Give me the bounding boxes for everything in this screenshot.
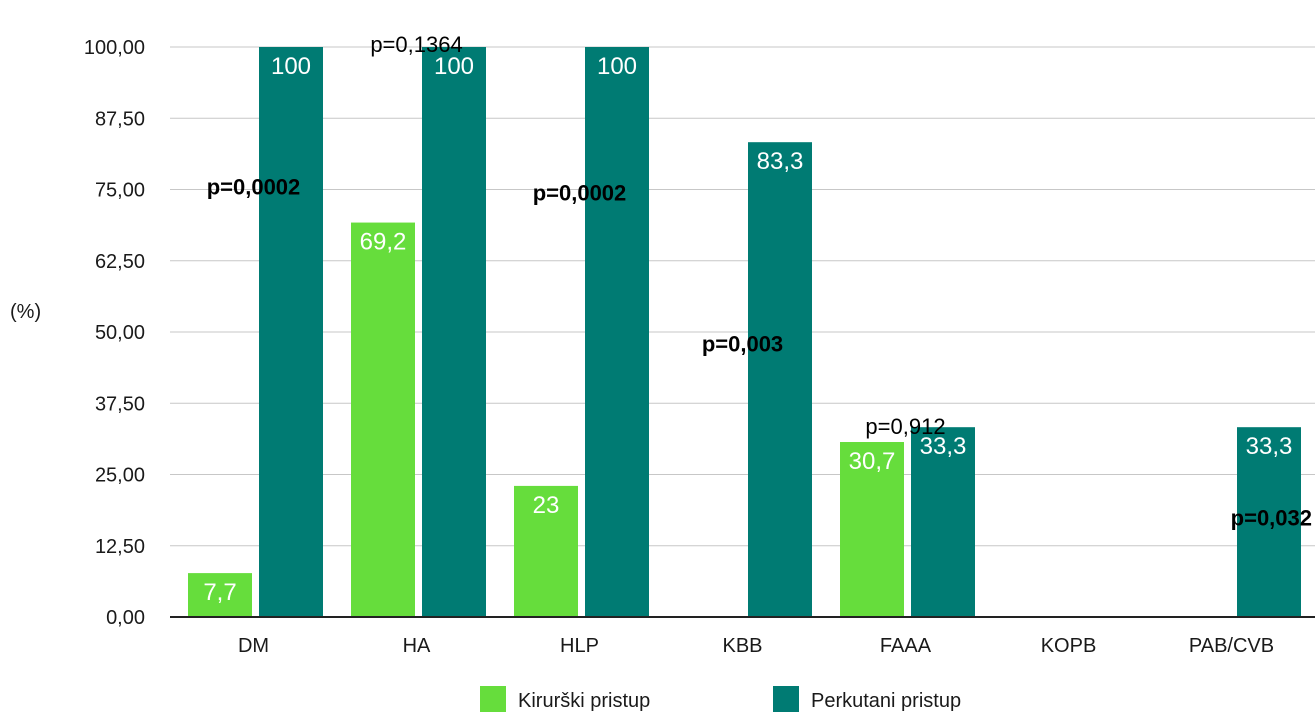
p-value-annotation: p=0,1364 bbox=[370, 32, 462, 57]
y-tick-label: 75,00 bbox=[95, 180, 145, 202]
bar-value-label: 30,7 bbox=[849, 448, 896, 475]
legend-swatch bbox=[773, 686, 799, 712]
x-tick-label: HLP bbox=[560, 635, 599, 657]
bar-kirurski bbox=[351, 222, 415, 617]
x-tick-label: FAAA bbox=[880, 635, 932, 657]
p-value-annotation: p=0,003 bbox=[702, 331, 783, 356]
bar-value-label: 100 bbox=[434, 53, 474, 80]
bar-value-labels: 7,7 69,2 23 30,7 100 100 100 83,3 33,3 33,3 bbox=[203, 53, 1292, 606]
bar-perkutani bbox=[422, 47, 486, 617]
bar-value-label: 33,3 bbox=[1246, 433, 1293, 460]
legend: Kirurški pristup Perkutani pristup bbox=[480, 686, 961, 712]
p-value-annotation: p=0,912 bbox=[865, 414, 945, 439]
legend-label: Perkutani pristup bbox=[811, 690, 961, 712]
p-value-annotation: p=0,0002 bbox=[533, 180, 627, 205]
x-axis-ticks: DM HA HLP KBB FAAA KOPB PAB/CVB bbox=[238, 635, 1274, 657]
legend-swatch bbox=[480, 686, 506, 712]
y-tick-label: 37,50 bbox=[95, 393, 145, 415]
bar-perkutani bbox=[1237, 427, 1301, 617]
x-tick-label: KBB bbox=[722, 635, 762, 657]
y-axis-label: (%) bbox=[10, 301, 41, 323]
bar-value-label: 23 bbox=[533, 492, 560, 519]
y-tick-label: 12,50 bbox=[95, 536, 145, 558]
bar-kirurski bbox=[188, 573, 252, 617]
y-tick-label: 62,50 bbox=[95, 251, 145, 273]
bar-kirurski bbox=[514, 485, 578, 617]
p-value-annotation: p=0,032 bbox=[1231, 505, 1312, 530]
bar-kirurski bbox=[840, 442, 904, 617]
x-tick-label: HA bbox=[403, 635, 431, 657]
bars bbox=[188, 47, 1301, 617]
bar-value-label: 100 bbox=[271, 53, 311, 80]
bar-perkutani bbox=[748, 142, 812, 617]
y-tick-label: 100,00 bbox=[84, 37, 145, 59]
x-tick-label: DM bbox=[238, 635, 269, 657]
bar-value-label: 33,3 bbox=[920, 433, 967, 460]
x-tick-label: KOPB bbox=[1041, 635, 1097, 657]
legend-label: Kirurški pristup bbox=[518, 690, 650, 712]
x-tick-label: PAB/CVB bbox=[1189, 635, 1274, 657]
y-tick-label: 50,00 bbox=[95, 322, 145, 344]
bar-perkutani bbox=[585, 47, 649, 617]
y-tick-label: 25,00 bbox=[95, 465, 145, 487]
bar-value-label: 69,2 bbox=[360, 229, 407, 256]
bar-perkutani bbox=[911, 427, 975, 617]
p-value-annotation: p=0,0002 bbox=[207, 175, 301, 200]
bar-value-label: 7,7 bbox=[203, 579, 236, 606]
y-tick-label: 87,50 bbox=[95, 108, 145, 130]
grid-lines bbox=[170, 46, 1315, 547]
p-value-annotations: p=0,0002 p=0,1364 p=0,0002 p=0,003 p=0,912 p=… bbox=[207, 32, 1312, 530]
y-axis-ticks: 0,00 12,50 25,00 37,50 50,00 62,50 75,00 87,50 1… bbox=[84, 37, 145, 629]
bar-perkutani bbox=[259, 47, 323, 617]
bar-value-label: 100 bbox=[597, 53, 637, 80]
bar-value-label: 83,3 bbox=[757, 148, 804, 175]
y-tick-label: 0,00 bbox=[106, 607, 145, 629]
